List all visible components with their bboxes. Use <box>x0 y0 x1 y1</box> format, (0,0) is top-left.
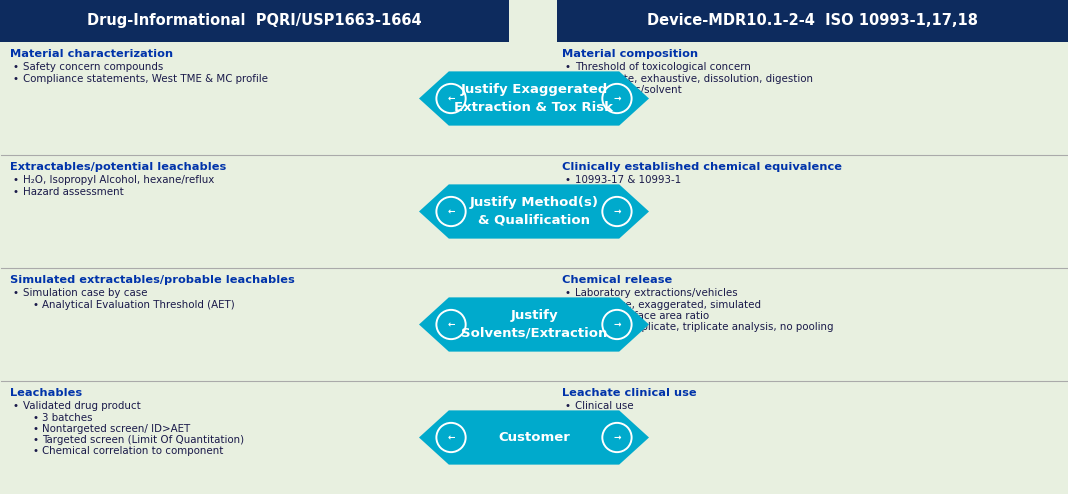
Text: •: • <box>565 300 571 310</box>
Text: Simulation case by case: Simulation case by case <box>23 288 147 298</box>
Text: Leachables: Leachables <box>10 388 82 398</box>
Text: →: → <box>613 320 621 329</box>
Text: ←: ← <box>447 433 455 442</box>
Text: 3 batches: 3 batches <box>42 412 93 423</box>
Text: Chemical correlation to component: Chemical correlation to component <box>42 446 223 456</box>
Text: Laboratory extractions/vehicles: Laboratory extractions/vehicles <box>575 288 738 298</box>
Text: ←: ← <box>447 94 455 103</box>
Text: •: • <box>565 74 571 83</box>
Text: •: • <box>584 322 590 332</box>
Text: Threshold of toxicological concern: Threshold of toxicological concern <box>575 62 751 73</box>
Text: Material characterization: Material characterization <box>10 49 173 59</box>
Text: •: • <box>32 300 38 310</box>
Text: Chemical release: Chemical release <box>562 275 672 285</box>
Text: •: • <box>32 446 38 456</box>
Text: •: • <box>13 402 19 412</box>
Polygon shape <box>419 411 649 465</box>
Text: Justify Method(s): Justify Method(s) <box>470 196 598 209</box>
Text: •: • <box>565 288 571 298</box>
Text: Leachate clinical use: Leachate clinical use <box>562 388 696 398</box>
Bar <box>0 0 509 42</box>
Text: Hazard assessment: Hazard assessment <box>23 187 124 197</box>
Text: Clinically established chemical equivalence: Clinically established chemical equivale… <box>562 162 842 172</box>
Text: Customer: Customer <box>498 431 570 444</box>
Text: Justify Exaggerated: Justify Exaggerated <box>460 83 608 96</box>
Text: Device-MDR10.1-2-4  ISO 10993-1,17,18: Device-MDR10.1-2-4 ISO 10993-1,17,18 <box>647 13 978 29</box>
Text: Safety concern compounds: Safety concern compounds <box>23 62 163 73</box>
Text: •: • <box>565 62 571 73</box>
Text: 3 device lots/solvent: 3 device lots/solvent <box>575 85 681 95</box>
Text: Mass or surface area ratio: Mass or surface area ratio <box>575 311 709 321</box>
Text: •: • <box>13 62 19 73</box>
Text: Extraction & Tox Risk: Extraction & Tox Risk <box>455 101 613 114</box>
Text: •: • <box>13 175 19 185</box>
Text: Targeted screen (Limit Of Quantitation): Targeted screen (Limit Of Quantitation) <box>42 435 245 445</box>
Text: →: → <box>613 433 621 442</box>
Text: •: • <box>13 187 19 197</box>
Polygon shape <box>419 297 649 352</box>
Text: Since, duplicate, triplicate analysis, no pooling: Since, duplicate, triplicate analysis, n… <box>594 322 833 332</box>
Text: •: • <box>32 424 38 434</box>
Text: 10993-17 & 10993-1: 10993-17 & 10993-1 <box>575 175 681 185</box>
Text: Analytical Evaluation Threshold (AET): Analytical Evaluation Threshold (AET) <box>42 300 235 310</box>
Text: •: • <box>565 402 571 412</box>
Text: Clinical use: Clinical use <box>575 402 633 412</box>
Text: •: • <box>13 288 19 298</box>
Text: Compliance statements, West TME & MC profile: Compliance statements, West TME & MC pro… <box>23 74 268 83</box>
Text: •: • <box>565 311 571 321</box>
Text: Extractables/potential leachables: Extractables/potential leachables <box>10 162 226 172</box>
Text: •: • <box>13 74 19 83</box>
Text: Simulated extractables/probable leachables: Simulated extractables/probable leachabl… <box>10 275 295 285</box>
Text: →: → <box>613 207 621 216</box>
Text: Validated drug product: Validated drug product <box>23 402 141 412</box>
Polygon shape <box>419 184 649 239</box>
Text: & Qualification: & Qualification <box>478 214 590 227</box>
Text: Solvents/Extraction: Solvents/Extraction <box>460 327 608 340</box>
Bar <box>557 0 1068 42</box>
Text: Drug-Informational  PQRI/USP1663-1664: Drug-Informational PQRI/USP1663-1664 <box>88 13 422 29</box>
Text: Justify: Justify <box>511 309 557 322</box>
Text: •: • <box>32 412 38 423</box>
Text: ←: ← <box>447 320 455 329</box>
Text: Exaggerate, exhaustive, dissolution, digestion: Exaggerate, exhaustive, dissolution, dig… <box>575 74 813 83</box>
Text: Material composition: Material composition <box>562 49 698 59</box>
Text: •: • <box>565 85 571 95</box>
Polygon shape <box>419 71 649 125</box>
Text: ←: ← <box>447 207 455 216</box>
Text: H₂O, Isopropyl Alcohol, hexane/reflux: H₂O, Isopropyl Alcohol, hexane/reflux <box>23 175 215 185</box>
Text: •: • <box>32 435 38 445</box>
Text: Exhaustive, exaggerated, simulated: Exhaustive, exaggerated, simulated <box>575 300 761 310</box>
Text: •: • <box>565 175 571 185</box>
Text: →: → <box>613 94 621 103</box>
Text: Nontargeted screen/ ID>AET: Nontargeted screen/ ID>AET <box>42 424 190 434</box>
